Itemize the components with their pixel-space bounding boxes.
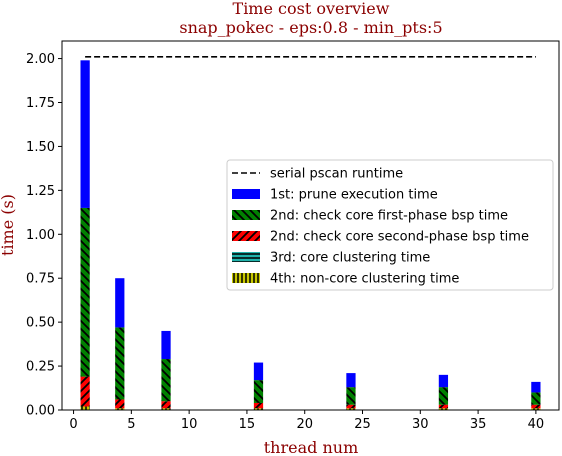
legend: serial pscan runtime 1st: prune execution… — [226, 159, 554, 291]
legend-swatch — [232, 210, 260, 220]
bar-segment — [531, 404, 541, 409]
bar-segment — [115, 399, 125, 409]
legend-swatch — [232, 252, 260, 262]
y-tick-label: 0.00 — [26, 404, 55, 419]
legend-swatch — [232, 273, 260, 283]
bar-segment — [438, 374, 449, 388]
bar-segment — [253, 362, 264, 381]
y-tick-label: 0.75 — [26, 272, 55, 287]
bar-segment — [438, 387, 449, 405]
x-axis-label: thread num — [264, 438, 359, 456]
x-tick-label: 0 — [69, 417, 77, 432]
bar-segment — [161, 359, 171, 402]
bar-segment — [115, 278, 125, 328]
legend-label: 2nd: check core second-phase bsp time — [270, 230, 529, 245]
bar-segment — [80, 406, 90, 410]
x-tick-label: 40 — [528, 417, 545, 432]
y-tick-label: 1.00 — [26, 228, 55, 243]
y-tick-label: 1.25 — [26, 184, 55, 199]
bar-segment — [346, 408, 356, 410]
legend-label: serial pscan runtime — [270, 167, 403, 182]
y-tick-label: 1.50 — [26, 140, 55, 155]
legend-label: 4th: non-core clustering time — [270, 272, 459, 287]
bar-segment — [161, 408, 171, 410]
y-axis-label: time (s) — [0, 194, 17, 256]
plot-area: 0 5 10 15 20 25 30 35 40 0.00 0.25 0.50 0.75 1.00 1.25… — [26, 52, 544, 432]
y-tick-label: 0.50 — [26, 316, 55, 331]
bar-segment — [531, 392, 541, 405]
bar-segment — [80, 376, 90, 407]
bar-segment — [346, 373, 356, 388]
x-tick-label: 5 — [127, 417, 135, 432]
bar-segment — [80, 207, 90, 377]
legend-swatch — [232, 231, 260, 241]
x-tick-label: 25 — [354, 417, 371, 432]
legend-swatch — [232, 189, 260, 199]
bar-segment — [438, 408, 449, 410]
bar-segment — [161, 401, 171, 409]
legend-label: 2nd: check core first-phase bsp time — [270, 209, 508, 224]
bar-segment — [80, 60, 90, 208]
legend-frame — [226, 159, 554, 291]
x-tick-label: 35 — [470, 417, 487, 432]
y-tick-label: 2.00 — [26, 52, 55, 67]
chart-subtitle: snap_pokec - eps:0.8 - min_pts:5 — [179, 18, 442, 37]
bar-segment — [346, 387, 356, 405]
bar-segment — [161, 330, 171, 360]
bar-segment — [253, 402, 264, 409]
bar-segment — [115, 408, 125, 410]
x-tick-label: 15 — [239, 417, 256, 432]
x-tick-label: 10 — [181, 417, 198, 432]
bar-segment — [531, 408, 541, 410]
bar-segment — [253, 380, 264, 403]
legend-label: 1st: prune execution time — [270, 188, 438, 203]
bar-segment — [438, 404, 449, 409]
y-tick-label: 0.25 — [26, 360, 55, 375]
bar-segment — [531, 381, 541, 393]
bar-segment — [115, 327, 125, 400]
legend-label: 3rd: core clustering time — [270, 251, 430, 266]
plot-frame — [61, 40, 560, 411]
y-tick-label: 1.75 — [26, 96, 55, 111]
bar-segment — [346, 404, 356, 409]
x-tick-label: 30 — [412, 417, 429, 432]
chart-title: Time cost overview — [233, 0, 390, 18]
bar-segment — [253, 408, 264, 410]
x-tick-label: 20 — [296, 417, 313, 432]
